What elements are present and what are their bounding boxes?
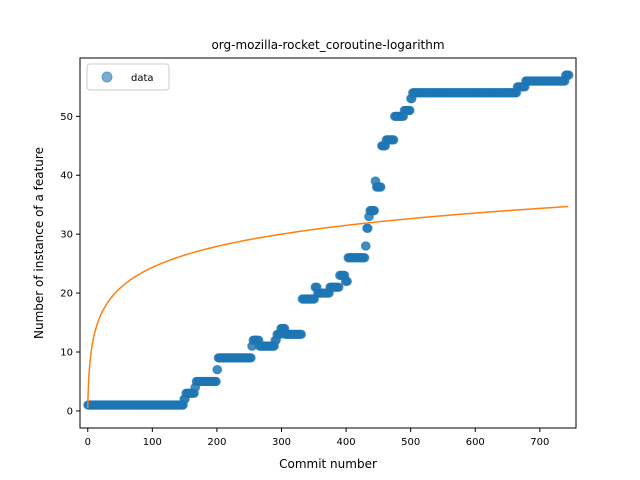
y-tick-label: 30 [60, 230, 73, 241]
legend-marker-data [101, 71, 113, 83]
x-tick-label: 500 [401, 437, 420, 448]
data-point [369, 206, 380, 216]
data-point [342, 276, 352, 286]
x-tick-label: 100 [143, 437, 162, 448]
y-tick-label: 50 [60, 112, 73, 123]
y-tick-label: 40 [60, 171, 73, 182]
legend: data [86, 63, 170, 91]
data-point [361, 241, 371, 251]
y-tick-label: 0 [67, 406, 73, 417]
data-point [564, 70, 574, 80]
plot-area [83, 70, 574, 410]
x-tick-label: 400 [337, 437, 356, 448]
y-tick-label: 10 [60, 347, 73, 358]
y-tick-label: 20 [60, 289, 73, 300]
legend-label-data: data [131, 73, 154, 84]
data-point [211, 376, 221, 387]
x-tick-label: 0 [85, 437, 91, 448]
x-tick-label: 200 [207, 437, 226, 448]
fit-line [87, 205, 569, 408]
legend-box [86, 63, 170, 91]
data-point [246, 353, 256, 363]
axes-frame [79, 57, 577, 429]
y-axis-label: Number of instance of a feature [32, 147, 46, 339]
data-point [212, 365, 223, 375]
x-tick-label: 600 [466, 437, 485, 448]
x-axis-label: Commit number [279, 457, 377, 471]
data-point [296, 329, 307, 339]
data-point [405, 105, 415, 116]
plot-marks [83, 70, 574, 410]
chart-title: org-mozilla-rocket_coroutine-logarithm [211, 38, 444, 52]
x-tick-label: 700 [530, 437, 549, 448]
data-point [363, 223, 373, 233]
data-point [334, 282, 344, 292]
axes: 0 100 200 300 400 500 600 700 0 10 20 30 40 50 [60, 57, 577, 448]
x-tick-label: 300 [272, 437, 291, 448]
data-point [360, 253, 370, 263]
data-point [389, 135, 399, 145]
data-point [376, 182, 386, 192]
